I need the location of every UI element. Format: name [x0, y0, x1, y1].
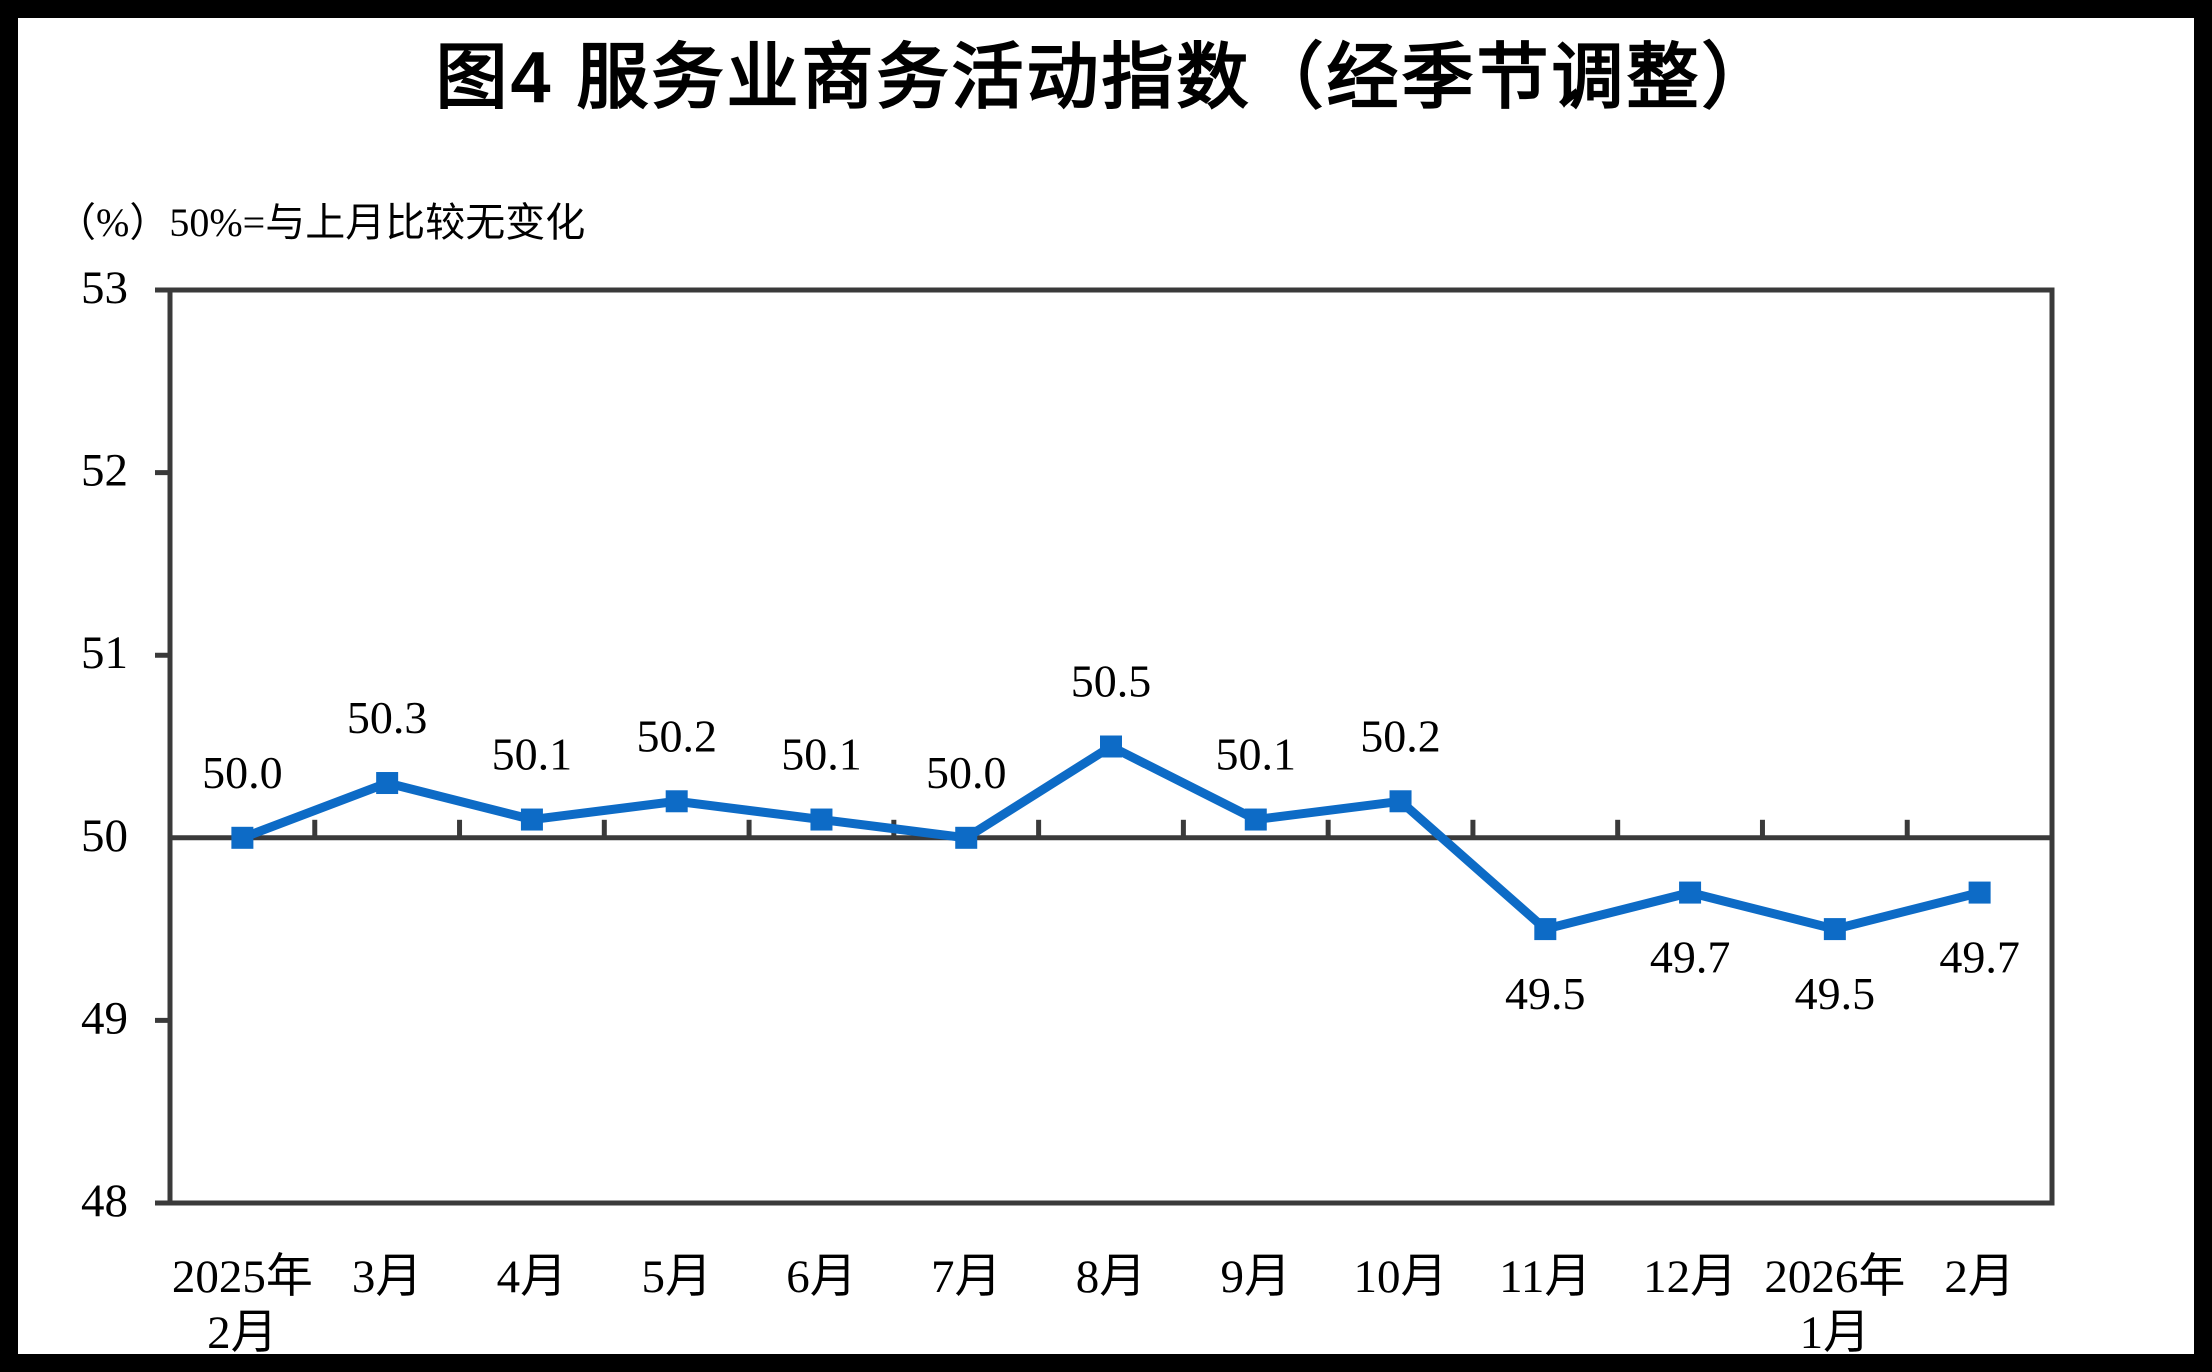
data-label: 49.7 — [1939, 932, 2020, 983]
x-axis-label: 8月 — [1076, 1251, 1147, 1303]
data-point-marker — [1679, 881, 1702, 904]
data-label: 49.5 — [1505, 968, 1586, 1019]
x-axis-label: 2026年 — [1764, 1251, 1905, 1303]
x-axis-label: 10月 — [1354, 1251, 1448, 1303]
x-axis-label: 4月 — [497, 1251, 568, 1303]
data-point-marker — [231, 826, 254, 849]
x-axis-label: 6月 — [786, 1251, 857, 1303]
data-label: 50.2 — [1360, 710, 1441, 761]
data-label: 50.1 — [1216, 729, 1297, 780]
data-label: 50.5 — [1071, 656, 1152, 707]
y-axis-label: 52 — [81, 445, 128, 497]
data-label: 50.2 — [636, 710, 717, 761]
data-label: 49.7 — [1650, 932, 1731, 983]
plot-border — [167, 287, 2055, 1206]
data-label: 50.0 — [926, 747, 1007, 798]
data-point-marker — [1823, 918, 1846, 941]
data-point-marker — [1389, 790, 1412, 813]
x-axis-label: 2月 — [207, 1307, 278, 1359]
data-point-marker — [520, 808, 543, 831]
x-axis-label: 7月 — [931, 1251, 1002, 1303]
x-axis-label: 9月 — [1221, 1251, 1292, 1303]
data-label: 50.3 — [347, 692, 428, 743]
data-point-marker — [1244, 808, 1267, 831]
chart-title: 图4 服务业商务活动指数（经季节调整） — [435, 38, 1776, 118]
data-label: 50.1 — [492, 729, 573, 780]
data-label: 49.5 — [1795, 968, 1876, 1019]
data-point-marker — [810, 808, 833, 831]
data-point-marker — [1968, 881, 1991, 904]
axis-unit-note: （%）50%=与上月比较无变化 — [56, 200, 585, 245]
data-point-marker — [665, 790, 688, 813]
x-axis-label: 5月 — [641, 1251, 712, 1303]
data-point-marker — [955, 826, 978, 849]
data-point-marker — [376, 772, 399, 795]
y-axis-label: 53 — [81, 262, 128, 314]
x-axis-label: 3月 — [352, 1251, 423, 1303]
x-axis-label: 12月 — [1643, 1251, 1737, 1303]
data-point-marker — [1534, 918, 1557, 941]
data-label: 50.1 — [781, 729, 862, 780]
x-axis-label: 11月 — [1499, 1251, 1591, 1303]
data-label: 50.0 — [202, 747, 283, 798]
x-axis-label: 2025年 — [172, 1251, 313, 1303]
y-axis-label: 50 — [81, 810, 128, 862]
x-axis-label: 2月 — [1944, 1251, 2015, 1303]
x-axis-label: 1月 — [1800, 1307, 1871, 1359]
data-point-marker — [1100, 735, 1122, 758]
y-axis-label: 48 — [81, 1175, 128, 1227]
y-axis-label: 51 — [81, 627, 128, 679]
y-axis-label: 49 — [81, 992, 128, 1044]
